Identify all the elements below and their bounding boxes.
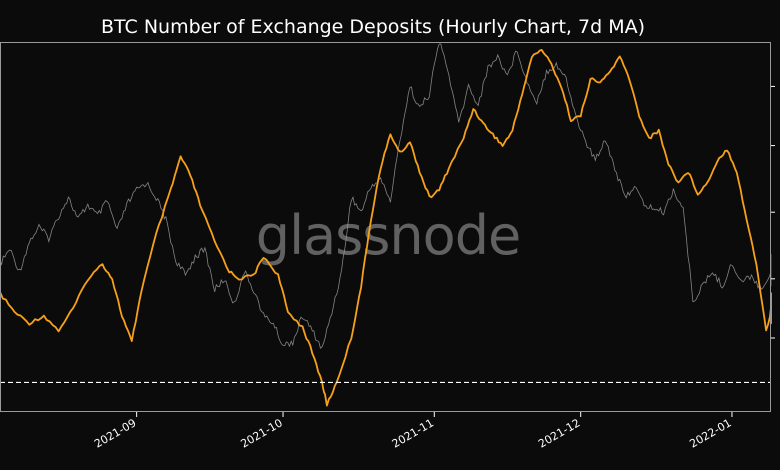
series-line-primary <box>0 49 772 407</box>
x-tick-label: 2021-10 <box>238 416 284 450</box>
x-tick-label: 2021-12 <box>536 416 582 450</box>
watermark-logo: glassnode <box>256 204 520 267</box>
chart-title: BTC Number of Exchange Deposits (Hourly … <box>101 16 645 38</box>
series-line-secondary <box>0 43 772 349</box>
x-tick-label: 2022-01 <box>687 416 733 450</box>
x-tick-label: 2021-11 <box>390 416 436 450</box>
series-layer <box>0 43 772 407</box>
plot-frame <box>0 42 771 412</box>
x-tick-label: 2021-09 <box>92 416 138 450</box>
plot-background <box>0 42 771 412</box>
